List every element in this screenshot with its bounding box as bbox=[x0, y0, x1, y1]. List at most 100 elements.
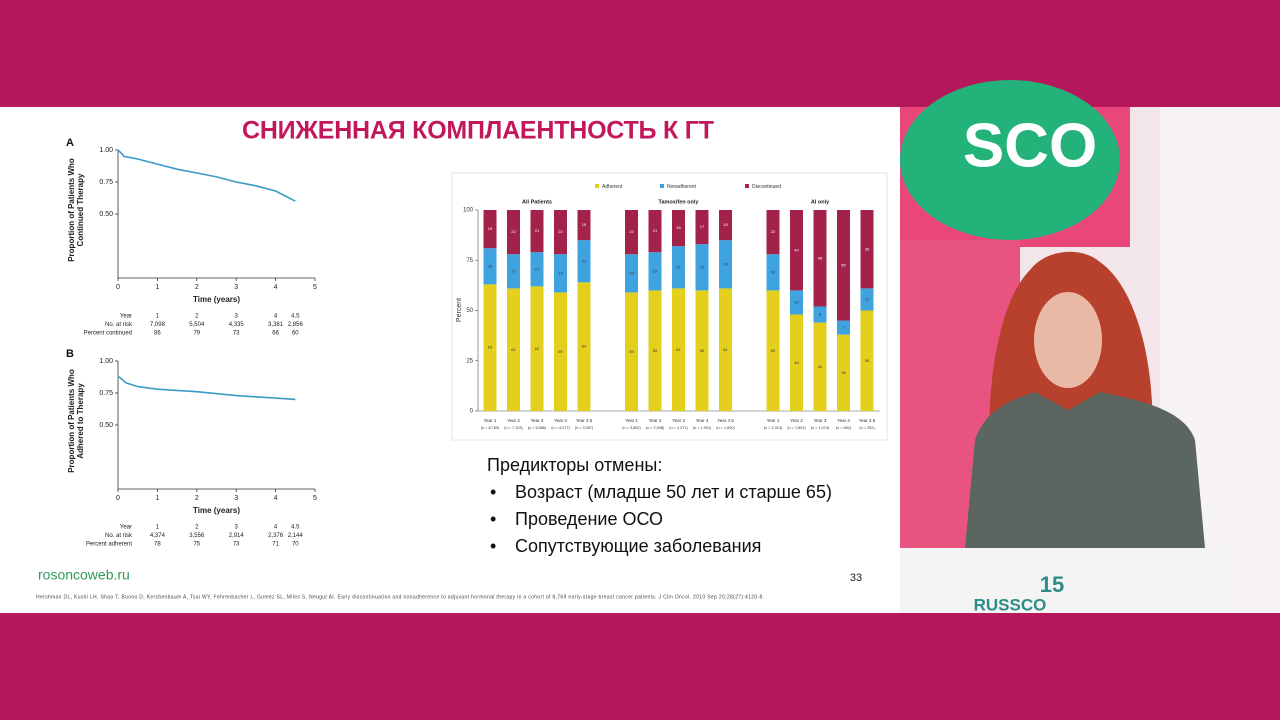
risk-cell: 73 bbox=[233, 542, 240, 548]
speaker-video: SCO RUSSCO 15 bbox=[900, 80, 1280, 614]
n-label: (n = 1,901) bbox=[693, 426, 712, 430]
y-axis-label: Adhered to Therapy bbox=[76, 383, 85, 459]
bar-segment bbox=[530, 286, 544, 411]
group-label: Tamoxifen only bbox=[659, 199, 700, 205]
panel-label: B bbox=[66, 348, 74, 360]
bar-segment bbox=[695, 244, 709, 291]
backdrop-blob bbox=[900, 80, 1120, 240]
y-tick-label: 1.00 bbox=[99, 358, 113, 365]
bar-value-label: 60 bbox=[653, 348, 658, 353]
bar-value-label: 21 bbox=[653, 228, 658, 233]
bar-segment bbox=[648, 290, 662, 411]
y-axis-label: Proportion of Patients Who bbox=[67, 158, 76, 262]
bar-chart-frame bbox=[451, 172, 888, 441]
n-label: (n = 2,313) bbox=[764, 426, 783, 430]
bar-segment bbox=[790, 210, 803, 291]
bar-value-label: 44 bbox=[818, 364, 823, 369]
n-label: (n = 1,600) bbox=[716, 426, 735, 430]
podium-logo: RUSSCO bbox=[974, 595, 1047, 614]
y-tick-label: 75 bbox=[466, 258, 473, 264]
x-tick-label: Year 1 bbox=[767, 418, 780, 423]
risk-cell: 70 bbox=[292, 542, 299, 548]
risk-cell: 2 bbox=[195, 314, 199, 320]
group-label: AI only bbox=[811, 199, 830, 205]
risk-cell: 1 bbox=[156, 525, 160, 531]
bar-segment bbox=[554, 254, 567, 293]
bar-segment bbox=[719, 210, 732, 241]
risk-cell: 2,914 bbox=[229, 533, 245, 539]
backdrop-text: SCO bbox=[963, 111, 1097, 180]
bar-segment bbox=[695, 210, 709, 245]
bar-segment bbox=[554, 210, 567, 255]
face bbox=[1034, 292, 1102, 388]
bar-value-label: 40 bbox=[794, 247, 799, 252]
bar-segment bbox=[766, 254, 780, 291]
bar-value-label: 61 bbox=[676, 347, 681, 352]
x-tick-label: Year 2 bbox=[790, 418, 803, 423]
risk-cell: 5,504 bbox=[189, 322, 205, 328]
risk-cell: 4 bbox=[274, 525, 278, 531]
x-tick-label: Year 3 bbox=[814, 418, 827, 423]
legend-swatch bbox=[660, 184, 664, 188]
risk-row-label: Percent adherent bbox=[86, 542, 132, 548]
reference: Hershman DL, Kushi LH, Shao T, Buono D, … bbox=[36, 594, 764, 600]
y-tick-label: 1.00 bbox=[99, 147, 113, 154]
risk-row-label: Year bbox=[120, 525, 132, 531]
bar-value-label: 22 bbox=[771, 229, 776, 234]
bar-segment bbox=[625, 292, 638, 411]
predictor-item: Возраст (младше 50 лет и старше 65) bbox=[515, 482, 832, 502]
bar-value-label: 17 bbox=[511, 268, 516, 273]
n-label: (n = 8,769) bbox=[481, 426, 500, 430]
y-tick-label: 0 bbox=[470, 409, 474, 415]
x-tick-label: Year 1 bbox=[625, 418, 638, 423]
x-tick-label: 5 bbox=[313, 495, 317, 502]
risk-cell: 4,335 bbox=[229, 322, 245, 328]
risk-cell: 4.5 bbox=[291, 525, 300, 531]
x-tick-label: Year 4 bbox=[554, 418, 567, 423]
bar-value-label: 60 bbox=[771, 348, 776, 353]
bar-segment bbox=[860, 288, 874, 311]
x-axis-label: Time (years) bbox=[193, 506, 240, 515]
bar-segment bbox=[648, 252, 662, 291]
bar-segment bbox=[672, 288, 685, 411]
bar-value-label: 18 bbox=[488, 263, 493, 268]
bar-value-label: 15 bbox=[723, 222, 728, 227]
risk-cell: 2,144 bbox=[288, 533, 304, 539]
bar-value-label: 21 bbox=[535, 228, 540, 233]
bar-value-label: 19 bbox=[558, 270, 563, 275]
bar-segment bbox=[837, 334, 850, 411]
website: rosoncoweb.ru bbox=[38, 567, 130, 583]
bar-value-label: 38 bbox=[841, 370, 846, 375]
bar-segment bbox=[625, 210, 638, 255]
bar-segment bbox=[695, 290, 709, 411]
bar-segment bbox=[837, 320, 850, 335]
n-label: (n = 252) bbox=[859, 426, 875, 430]
x-tick-label: Year 4.5 bbox=[859, 418, 876, 423]
bar-value-label: 60 bbox=[700, 348, 705, 353]
bar-value-label: 17 bbox=[535, 266, 540, 271]
page-number: 33 bbox=[850, 572, 862, 584]
risk-cell: 7,098 bbox=[150, 322, 166, 328]
risk-cell: 73 bbox=[233, 331, 240, 337]
bar-value-label: 61 bbox=[723, 347, 728, 352]
bar-value-label: 18 bbox=[676, 225, 681, 230]
bar-segment bbox=[483, 248, 497, 285]
n-label: (n = 3,652) bbox=[622, 426, 641, 430]
x-tick-label: 2 bbox=[195, 495, 199, 502]
bar-segment bbox=[719, 240, 732, 289]
bar-value-label: 19 bbox=[488, 226, 493, 231]
bar-value-label: 48 bbox=[818, 255, 823, 260]
bar-segment bbox=[672, 210, 685, 247]
bar-segment bbox=[530, 252, 544, 287]
bar-value-label: 17 bbox=[700, 224, 705, 229]
bar-segment bbox=[577, 282, 591, 411]
legend-label: Nonadherent bbox=[667, 184, 697, 190]
bar-value-label: 61 bbox=[511, 347, 516, 352]
bullet: • bbox=[490, 536, 496, 556]
bar-segment bbox=[577, 210, 591, 241]
risk-cell: 4,374 bbox=[150, 533, 166, 539]
bar-segment bbox=[790, 290, 803, 315]
bar-value-label: 19 bbox=[629, 270, 634, 275]
bar-value-label: 22 bbox=[511, 229, 516, 234]
